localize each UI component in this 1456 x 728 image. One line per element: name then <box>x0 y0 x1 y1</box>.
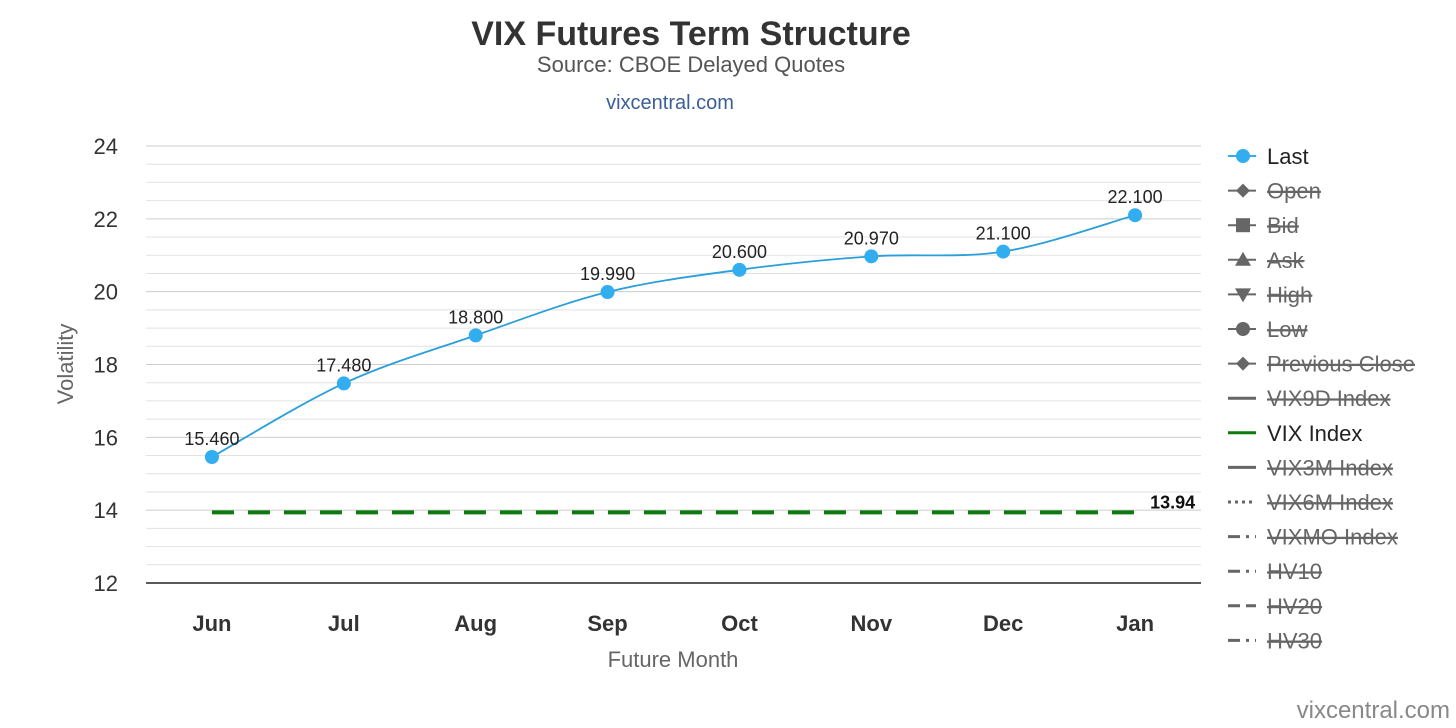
y-tick-label: 24 <box>94 134 118 159</box>
diamond-line-icon <box>1228 356 1256 371</box>
y-tick-label: 18 <box>94 353 118 378</box>
last-data-point[interactable] <box>864 249 879 264</box>
legend-item[interactable]: Last <box>1228 144 1309 169</box>
y-tick-label: 14 <box>94 498 118 523</box>
x-tick-label: Oct <box>721 611 758 636</box>
legend-item[interactable]: HV30 <box>1228 628 1323 653</box>
legend-item[interactable]: VIXMO Index <box>1228 525 1398 550</box>
chart-title: VIX Futures Term Structure <box>471 15 911 53</box>
credit-text[interactable]: vixcentral.com <box>1297 697 1450 724</box>
x-tick-label: Jul <box>328 611 360 636</box>
last-data-label: 18.800 <box>448 307 503 327</box>
legend-item[interactable]: VIX6M Index <box>1228 490 1393 515</box>
last-data-point[interactable] <box>204 449 219 464</box>
y-tick-label: 16 <box>94 425 118 450</box>
vix-index-label: 13.94 <box>1150 492 1195 512</box>
legend-item[interactable]: Bid <box>1228 213 1299 238</box>
legend-item[interactable]: VIX9D Index <box>1228 386 1391 411</box>
circle-line-icon <box>1228 322 1256 336</box>
y-tick-label: 12 <box>94 571 118 596</box>
x-tick-label: Nov <box>851 611 893 636</box>
series-vix-index: 13.94 <box>211 492 1195 515</box>
legend-item[interactable]: High <box>1228 282 1313 307</box>
x-tick-label: Jan <box>1116 611 1154 636</box>
last-data-label: 21.100 <box>976 224 1031 244</box>
legend-item[interactable]: Open <box>1228 179 1321 204</box>
x-tick-label: Dec <box>983 611 1023 636</box>
last-data-label: 17.480 <box>316 355 371 375</box>
circle-line-icon <box>1228 149 1256 163</box>
legend-item[interactable]: Ask <box>1228 248 1305 273</box>
last-data-point[interactable] <box>336 376 351 391</box>
last-data-point[interactable] <box>996 244 1011 259</box>
last-data-label: 19.990 <box>580 264 635 284</box>
x-tick-label: Sep <box>587 611 627 636</box>
y-axis-title: Volatility <box>53 324 78 405</box>
last-data-label: 20.970 <box>844 228 899 248</box>
legend-item[interactable]: VIX3M Index <box>1228 455 1393 480</box>
last-data-point[interactable] <box>468 328 483 343</box>
last-data-point[interactable] <box>600 285 615 300</box>
x-axis-ticks: Jun Jul Aug Sep Oct Nov Dec Jan <box>192 611 1154 636</box>
legend-item[interactable]: Previous Close <box>1228 352 1415 377</box>
triangle-down-line-icon <box>1228 288 1256 303</box>
square-line-icon <box>1228 218 1256 233</box>
legend-item[interactable]: VIX Index <box>1228 421 1362 446</box>
legend-item[interactable]: HV20 <box>1228 594 1323 619</box>
last-data-label: 15.460 <box>184 429 239 449</box>
triangle-line-icon <box>1228 251 1256 266</box>
chart-subtitle: Source: CBOE Delayed Quotes <box>537 52 845 77</box>
x-tick-label: Jun <box>192 611 231 636</box>
y-tick-label: 20 <box>94 280 118 305</box>
legend-label: Last <box>1267 144 1309 169</box>
diamond-line-icon <box>1228 183 1256 198</box>
x-tick-label: Aug <box>454 611 497 636</box>
last-data-point[interactable] <box>1128 208 1143 223</box>
last-data-point[interactable] <box>732 262 747 277</box>
y-axis-ticks: 12 14 16 18 20 22 24 <box>94 134 118 596</box>
x-axis-title: Future Month <box>608 647 739 672</box>
legend-item[interactable]: HV10 <box>1228 559 1323 584</box>
legend-item[interactable]: Low <box>1228 317 1308 342</box>
legend-label: VIX Index <box>1267 421 1362 446</box>
last-data-label: 20.600 <box>712 242 767 262</box>
legend: Last Open Bid Ask High Low Previous Close VIX9D… <box>1228 144 1415 653</box>
source-link[interactable]: vixcentral.com <box>606 92 734 114</box>
series-last: 15.460 17.480 18.800 19.990 20.600 20.970 21.1… <box>184 187 1163 464</box>
grid-lines <box>146 145 1201 566</box>
y-tick-label: 22 <box>94 207 118 232</box>
last-data-label: 22.100 <box>1108 187 1163 207</box>
